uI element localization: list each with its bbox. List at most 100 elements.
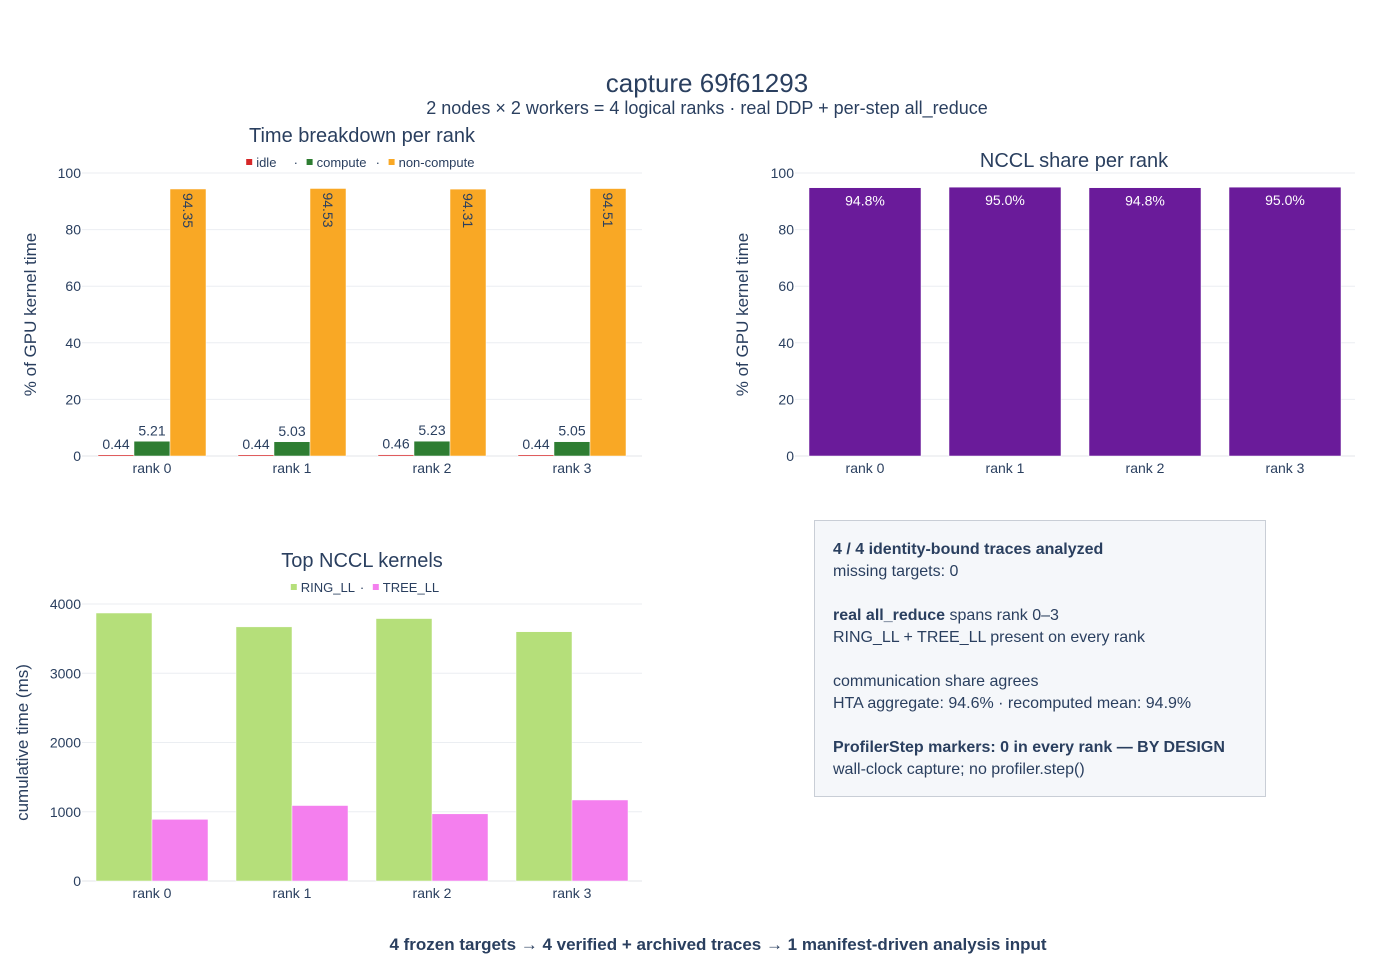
legend-swatch-non-compute xyxy=(388,159,395,165)
bar-idle-3 xyxy=(517,454,555,457)
data-label: 94.53 xyxy=(320,192,336,227)
summary-share-values: HTA aggregate: 94.6% · recomputed mean: … xyxy=(833,695,1192,712)
x-tick-label: rank 2 xyxy=(413,460,452,476)
x-tick-label: rank 2 xyxy=(1126,460,1165,476)
legend-swatch-idle xyxy=(246,159,253,165)
x-tick-label: rank 3 xyxy=(553,885,592,901)
summary-kernels-present: RING_LL + TREE_LL present on every rank xyxy=(833,629,1146,646)
figure-subtitle: 2 nodes × 2 workers = 4 logical ranks · … xyxy=(426,98,987,119)
bar-compute-1 xyxy=(273,441,311,457)
data-label: 5.23 xyxy=(418,422,445,438)
legend-label-compute: compute xyxy=(317,155,367,170)
y-axis-label: % of GPU kernel time xyxy=(733,233,752,396)
top-nccl-kernels-chart: 0 1000 2000 3000 4000 Top NCCL kernels cumulat… xyxy=(13,550,642,901)
bar-TREE_LL-1 xyxy=(291,805,349,882)
y-tick-label: 60 xyxy=(65,278,81,294)
y-tick-label: 100 xyxy=(58,165,82,181)
y-axis-label: % of GPU kernel time xyxy=(21,233,40,396)
bar-non-compute-3 xyxy=(589,188,627,457)
bar-idle-1 xyxy=(237,454,275,457)
bar-TREE_LL-2 xyxy=(431,813,489,882)
data-label: 95.0% xyxy=(1265,192,1305,208)
chart-title: NCCL share per rank xyxy=(980,150,1169,172)
data-label: 0.44 xyxy=(522,436,549,452)
data-label: 0.46 xyxy=(382,436,409,452)
bar-RING_LL-1 xyxy=(235,626,293,882)
legend-label-non-compute: non-compute xyxy=(399,155,475,170)
legend-separator: · xyxy=(360,580,364,595)
summary-profiler-markers: ProfilerStep markers: 0 in every rank — … xyxy=(833,739,1225,756)
summary-panel: 4 / 4 identity-bound traces analyzed mis… xyxy=(814,520,1266,797)
legend-label-TREE_LL: TREE_LL xyxy=(383,580,439,595)
bar-idle-2 xyxy=(377,454,415,457)
y-tick-label: 40 xyxy=(65,335,81,351)
legend: idle · compute · non-compute xyxy=(246,155,474,170)
summary-capture-note: wall-clock capture; no profiler.step() xyxy=(833,761,1085,778)
legend-swatch-RING_LL xyxy=(290,584,297,590)
bar-RING_LL-2 xyxy=(375,618,433,882)
bar-share-2 xyxy=(1088,187,1202,457)
summary-share-agrees: communication share agrees xyxy=(833,673,1039,690)
bar-share-0 xyxy=(808,187,922,457)
summary-missing: missing targets: 0 xyxy=(833,563,959,580)
y-tick-label: 3000 xyxy=(50,665,81,681)
bar-compute-0 xyxy=(133,441,171,457)
data-label: 5.05 xyxy=(558,423,585,439)
data-label: 94.31 xyxy=(460,193,476,228)
y-tick-label: 20 xyxy=(778,391,794,407)
x-tick-label: rank 1 xyxy=(986,460,1025,476)
legend-label-idle: idle xyxy=(256,155,276,170)
y-axis-label: cumulative time (ms) xyxy=(13,664,32,821)
y-tick-label: 60 xyxy=(778,278,794,294)
y-tick-label: 100 xyxy=(771,165,795,181)
figure-footer: 4 frozen targets → 4 verified + archived… xyxy=(389,935,1046,954)
x-tick-label: rank 0 xyxy=(846,460,885,476)
bar-TREE_LL-3 xyxy=(571,799,629,882)
y-tick-label: 80 xyxy=(778,222,794,238)
y-tick-label: 1000 xyxy=(50,804,81,820)
figure-title: capture 69f61293 xyxy=(606,68,808,98)
data-label: 94.51 xyxy=(600,193,616,228)
y-tick-label: 4000 xyxy=(50,596,81,612)
bar-share-3 xyxy=(1228,186,1342,457)
x-tick-label: rank 0 xyxy=(133,460,172,476)
data-label: 94.8% xyxy=(1125,193,1165,209)
bar-compute-2 xyxy=(413,440,451,457)
bar-compute-3 xyxy=(553,441,591,457)
bar-RING_LL-0 xyxy=(95,612,153,882)
x-tick-label: rank 2 xyxy=(413,885,452,901)
bar-RING_LL-3 xyxy=(515,631,573,882)
nccl-share-chart: 0 20 40 60 80 100 NCCL share per rank % of GPU … xyxy=(733,150,1355,476)
bar-TREE_LL-0 xyxy=(151,819,209,882)
x-tick-label: rank 3 xyxy=(1266,460,1305,476)
data-label: 94.8% xyxy=(845,193,885,209)
data-label: 0.44 xyxy=(102,436,129,452)
x-tick-label: rank 1 xyxy=(273,460,312,476)
data-label: 95.0% xyxy=(985,192,1025,208)
legend: RING_LL · TREE_LL xyxy=(290,580,439,595)
bar-idle-0 xyxy=(97,454,135,457)
data-label: 5.21 xyxy=(138,422,165,438)
y-tick-label: 40 xyxy=(778,335,794,351)
legend-swatch-compute xyxy=(306,159,313,165)
legend-label-RING_LL: RING_LL xyxy=(301,580,355,595)
y-tick-label: 20 xyxy=(65,391,81,407)
data-label: 0.44 xyxy=(242,436,269,452)
bar-share-1 xyxy=(948,186,1062,457)
summary-analyzed: 4 / 4 identity-bound traces analyzed xyxy=(833,541,1104,558)
x-tick-label: rank 1 xyxy=(273,885,312,901)
legend-separator: · xyxy=(294,155,298,170)
legend-swatch-TREE_LL xyxy=(372,584,379,590)
y-tick-label: 2000 xyxy=(50,735,81,751)
chart-title: Top NCCL kernels xyxy=(281,550,443,572)
x-tick-label: rank 0 xyxy=(133,885,172,901)
bar-non-compute-0 xyxy=(169,188,207,457)
y-tick-label: 0 xyxy=(786,448,794,464)
x-tick-label: rank 3 xyxy=(553,460,592,476)
data-label: 94.35 xyxy=(180,193,196,228)
bar-non-compute-2 xyxy=(449,188,487,457)
y-tick-label: 0 xyxy=(73,873,81,889)
summary-allreduce-label: real all_reduce xyxy=(833,607,946,624)
y-tick-label: 80 xyxy=(65,222,81,238)
